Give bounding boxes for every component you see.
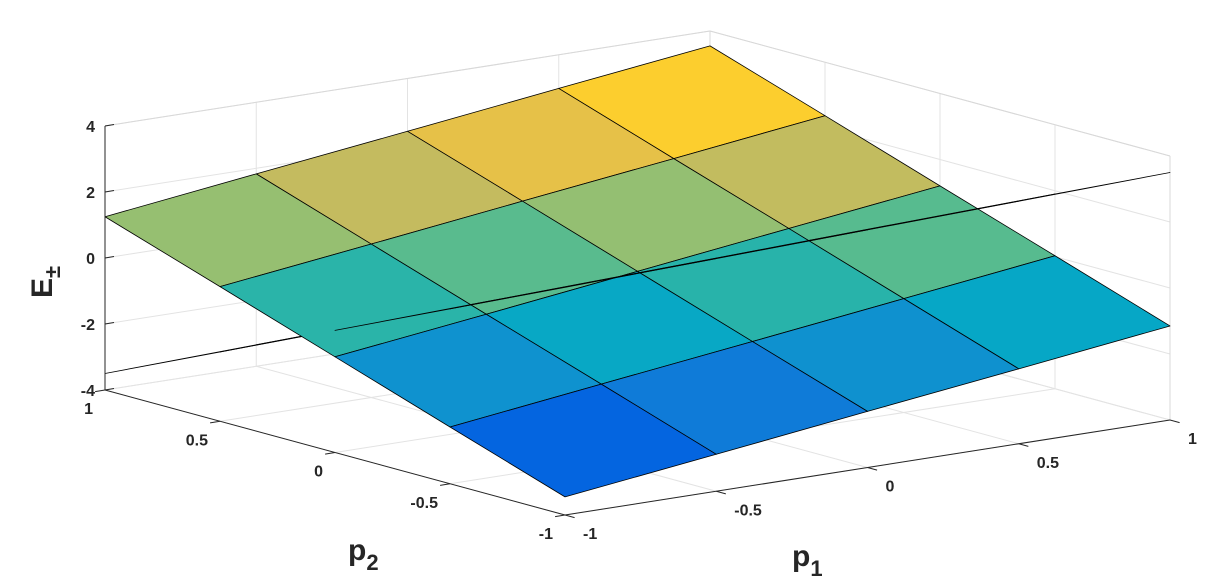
y-tick-label: 0 [314, 464, 323, 481]
z-tick [104, 388, 115, 391]
z-tick [104, 256, 115, 259]
z-tick-label: 0 [86, 251, 95, 268]
z-label-text: E [26, 278, 59, 298]
z-tick [104, 124, 115, 127]
z-tick-label: -4 [81, 383, 95, 400]
y-tick [440, 483, 451, 486]
z-tick-label: 4 [86, 119, 95, 136]
surfaces [104, 45, 1171, 498]
z-tick-label: -2 [81, 317, 95, 334]
x-tick-label: 1 [1188, 431, 1197, 448]
x-tick [1018, 443, 1029, 447]
x-tick [716, 490, 726, 495]
surface-cell [449, 258, 717, 310]
z-tick [104, 190, 115, 193]
x-tick [1169, 419, 1180, 424]
y-tick [325, 452, 336, 455]
y-axis-label: p2 [348, 534, 379, 575]
y-tick [555, 514, 566, 518]
axes: -4 -2 0 2 4 -1 -0.5 0 0.5 1 -1 -0.5 0 0.5 1 [81, 119, 1197, 543]
x-tick [564, 514, 575, 519]
y-tick-label: -1 [539, 526, 553, 543]
surface-cell [449, 383, 717, 498]
x-tick-label: -1 [583, 526, 597, 543]
y-label-sub: 2 [366, 550, 378, 575]
y-tick-label: 0.5 [186, 432, 208, 449]
x-label-text: p [792, 540, 810, 573]
z-tick [104, 322, 115, 325]
x-tick-label: 0 [886, 479, 895, 496]
x-axis-label: p1 [792, 540, 823, 581]
y-tick-label: -0.5 [410, 495, 438, 512]
y-tick-label: 1 [84, 401, 93, 418]
z-axis-label: E± [26, 266, 65, 298]
y-tick [210, 420, 221, 424]
y-label-text: p [348, 534, 366, 567]
z-tick-label: 2 [86, 185, 95, 202]
x-tick-label: -0.5 [734, 502, 762, 519]
x-label-sub: 1 [810, 556, 822, 581]
box-edge [709, 30, 1171, 157]
x-tick [867, 467, 878, 471]
y-tick [95, 389, 106, 393]
box-edge [104, 30, 711, 127]
x-tick-label: 0.5 [1037, 455, 1059, 472]
z-label-sub: ± [40, 266, 65, 278]
